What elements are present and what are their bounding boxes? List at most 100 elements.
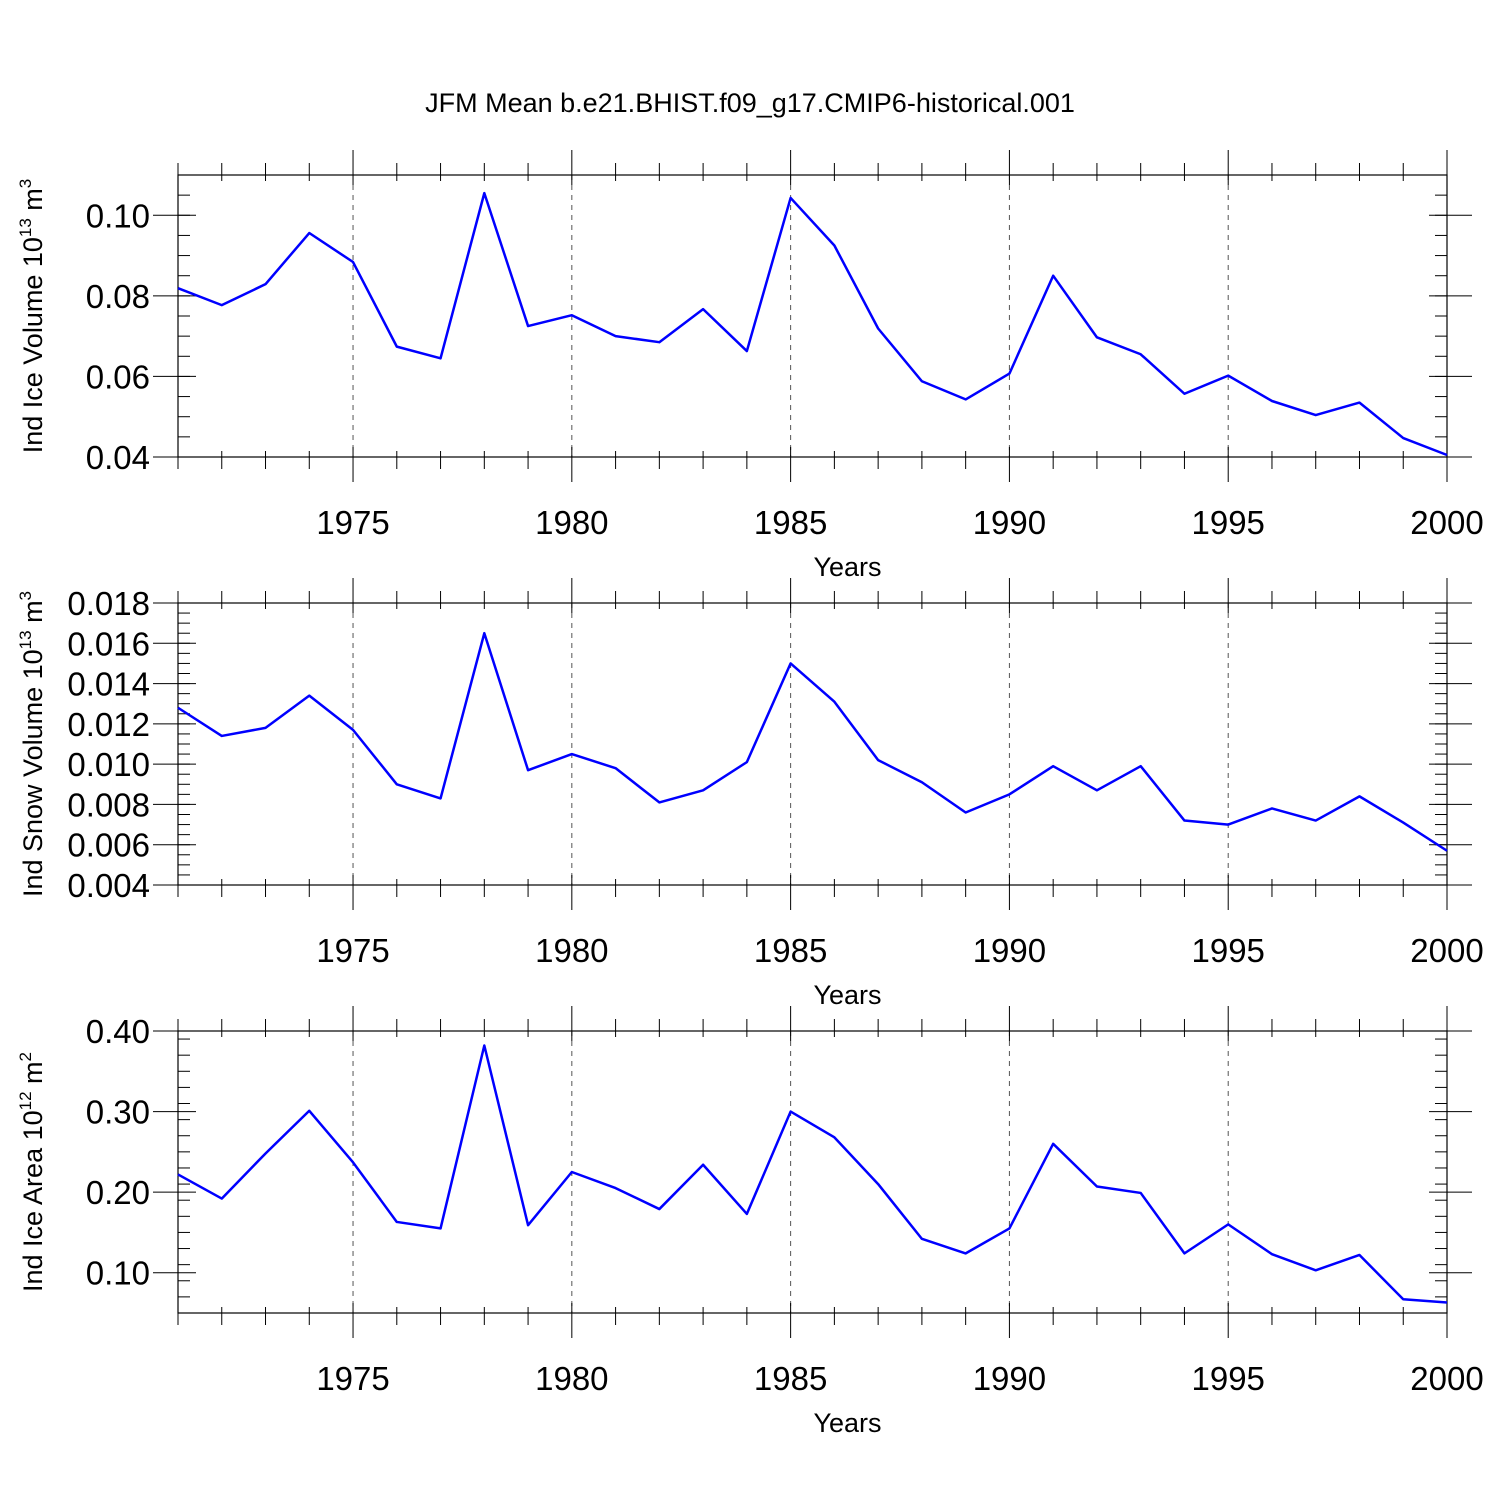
series-line — [177, 191, 1448, 457]
y-tick-label: 0.004 — [67, 867, 150, 904]
data-point — [790, 197, 792, 199]
data-point — [527, 1224, 529, 1226]
data-point — [352, 261, 354, 263]
data-point — [527, 325, 529, 327]
y-axis-title-superscript: 13 — [16, 218, 35, 237]
x-tick-label: 2000 — [1410, 504, 1483, 541]
data-point — [1446, 454, 1448, 456]
data-point — [396, 1221, 398, 1223]
x-tick-label: 1990 — [973, 504, 1046, 541]
data-point — [221, 735, 223, 737]
data-point — [1358, 402, 1360, 404]
data-point — [1096, 789, 1098, 791]
data-point — [877, 1183, 879, 1185]
data-point — [1271, 807, 1273, 809]
data-point — [1140, 765, 1142, 767]
data-point — [877, 327, 879, 329]
y-tick-label: 0.008 — [67, 786, 150, 823]
data-point — [1446, 850, 1448, 852]
data-point — [1008, 373, 1010, 375]
data-point — [1402, 1298, 1404, 1300]
data-point — [571, 1171, 573, 1173]
data-point — [615, 1187, 617, 1189]
x-tick-label: 1990 — [973, 1360, 1046, 1397]
data-point — [1096, 336, 1098, 338]
data-point — [615, 767, 617, 769]
data-point — [1402, 437, 1404, 439]
y-axis-title-text: m — [18, 188, 48, 218]
y-tick-label: 0.010 — [67, 746, 150, 783]
data-point — [396, 346, 398, 348]
data-point — [1183, 820, 1185, 822]
x-tick-label: 2000 — [1410, 1360, 1483, 1397]
plot-frame — [177, 602, 1448, 886]
y-axis-title-text: m — [18, 1061, 48, 1091]
data-point — [965, 811, 967, 813]
data-point — [265, 1152, 267, 1154]
data-point — [702, 308, 704, 310]
data-point — [483, 632, 485, 634]
figure-title: JFM Mean b.e21.BHIST.f09_g17.CMIP6-histo… — [425, 88, 1075, 118]
data-point — [1402, 822, 1404, 824]
x-tick-label: 1980 — [535, 1360, 608, 1397]
data-point — [1052, 275, 1054, 277]
x-axis-title: Years — [813, 552, 881, 582]
data-point — [308, 695, 310, 697]
x-axis-title: Years — [813, 1408, 881, 1438]
x-tick-label: 1975 — [316, 932, 389, 969]
data-point — [877, 759, 879, 761]
data-point — [483, 192, 485, 194]
y-axis-title-superscript: 3 — [16, 591, 35, 600]
data-point — [571, 314, 573, 316]
data-point — [790, 1111, 792, 1113]
y-tick-label: 0.012 — [67, 706, 150, 743]
data-point — [658, 341, 660, 343]
y-tick-label: 0.006 — [67, 827, 150, 864]
x-tick-label: 1995 — [1191, 932, 1264, 969]
data-point — [1052, 765, 1054, 767]
data-point — [1358, 1254, 1360, 1256]
y-axis-title-text: Ind Ice Volume 10 — [18, 237, 48, 453]
data-point — [352, 1161, 354, 1163]
y-tick-label: 0.08 — [86, 278, 150, 315]
data-point — [1315, 1269, 1317, 1271]
data-point — [265, 283, 267, 285]
data-point — [746, 1213, 748, 1215]
data-point — [1140, 1192, 1142, 1194]
data-point — [1227, 824, 1229, 826]
x-tick-label: 2000 — [1410, 932, 1483, 969]
data-point — [352, 729, 354, 731]
y-tick-label: 0.04 — [86, 439, 150, 476]
y-tick-label: 0.30 — [86, 1094, 150, 1131]
y-axis-title-superscript: 2 — [16, 1052, 35, 1061]
panel-ice-volume: 0.04 0.06 0.08 0.10 1975 1980 1985 1990 1995 2000… — [16, 150, 1484, 582]
y-tick-label: 0.014 — [67, 666, 150, 703]
x-tick-label: 1985 — [754, 932, 827, 969]
data-point — [658, 801, 660, 803]
data-point — [833, 701, 835, 703]
data-point — [833, 245, 835, 247]
data-point — [527, 769, 529, 771]
series-line — [177, 631, 1448, 852]
data-point — [1271, 400, 1273, 402]
x-tick-label: 1985 — [754, 1360, 827, 1397]
x-tick-label: 1980 — [535, 932, 608, 969]
y-axis-title: Ind Ice Area 1012 m2 — [16, 1052, 48, 1292]
y-axis-title-superscript: 13 — [16, 630, 35, 649]
data-point — [571, 753, 573, 755]
data-point — [1358, 795, 1360, 797]
x-tick-label: 1995 — [1191, 504, 1264, 541]
y-tick-label: 0.06 — [86, 358, 150, 395]
y-tick-label: 0.40 — [86, 1013, 150, 1050]
x-tick-label: 1990 — [973, 932, 1046, 969]
data-point — [702, 789, 704, 791]
x-tick-label: 1975 — [316, 1360, 389, 1397]
y-tick-label: 0.20 — [86, 1174, 150, 1211]
data-point — [396, 783, 398, 785]
y-tick-label: 0.018 — [67, 585, 150, 622]
y-tick-label: 0.10 — [86, 197, 150, 234]
data-point — [1140, 353, 1142, 355]
series-line — [177, 1044, 1448, 1304]
